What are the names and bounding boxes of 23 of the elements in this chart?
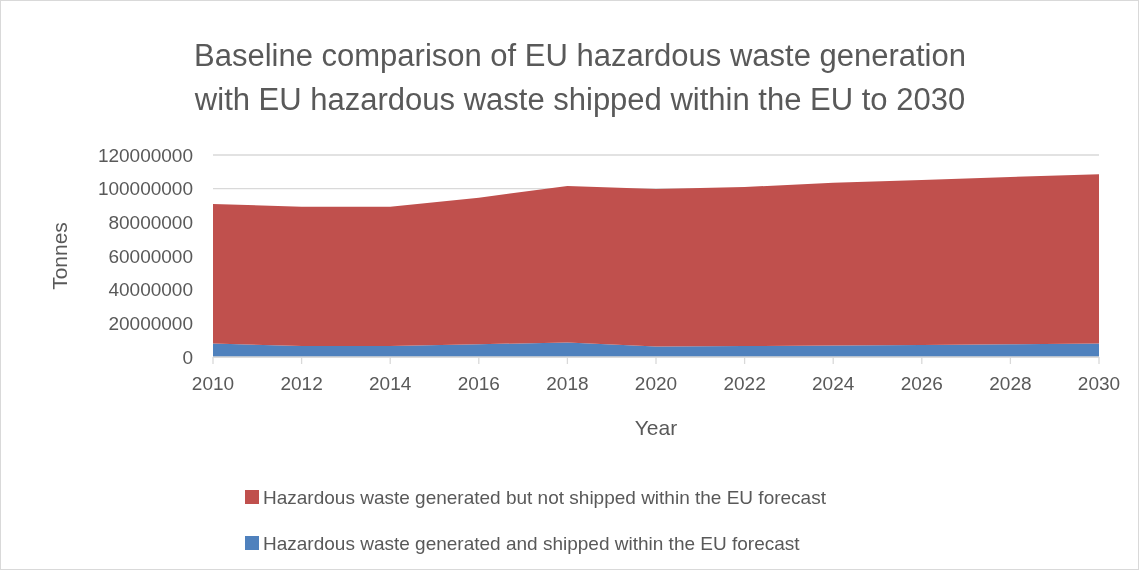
- x-tick-label: 2016: [457, 373, 500, 394]
- x-tick-label: 2026: [900, 373, 943, 394]
- y-tick-label: 40000000: [108, 279, 193, 301]
- x-tick-label: 2028: [989, 373, 1032, 394]
- y-tick-label: 120000000: [97, 144, 193, 166]
- chart-title: Baseline comparison of EU hazardous waste generation with EU hazardous waste shipped within the EU to 2030: [193, 38, 967, 117]
- y-tick-label: 80000000: [108, 211, 193, 233]
- legend-label: Hazardous waste generated and shipped within the EU forecast: [263, 532, 801, 554]
- x-tick-label: 2018: [546, 373, 589, 394]
- x-tick-label: 2022: [723, 373, 766, 394]
- y-tick-label: 20000000: [108, 312, 193, 334]
- x-tick-label: 2014: [369, 373, 412, 394]
- x-tick-label: 2030: [1077, 373, 1121, 394]
- legend-label: Hazardous waste generated but not shipped within the EU forecast: [263, 486, 827, 508]
- x-tick-label: 2010: [191, 373, 235, 394]
- x-axis-title: Year: [634, 416, 678, 439]
- y-axis-title: Tonnes: [48, 222, 71, 290]
- x-tick-label: 2020: [634, 373, 678, 394]
- x-tick-label: 2024: [812, 373, 855, 394]
- x-tick-label: 2012: [280, 373, 323, 394]
- y-tick-label: 60000000: [108, 245, 193, 267]
- y-tick-label: 100000000: [97, 178, 193, 200]
- y-tick-label: 0: [182, 346, 193, 368]
